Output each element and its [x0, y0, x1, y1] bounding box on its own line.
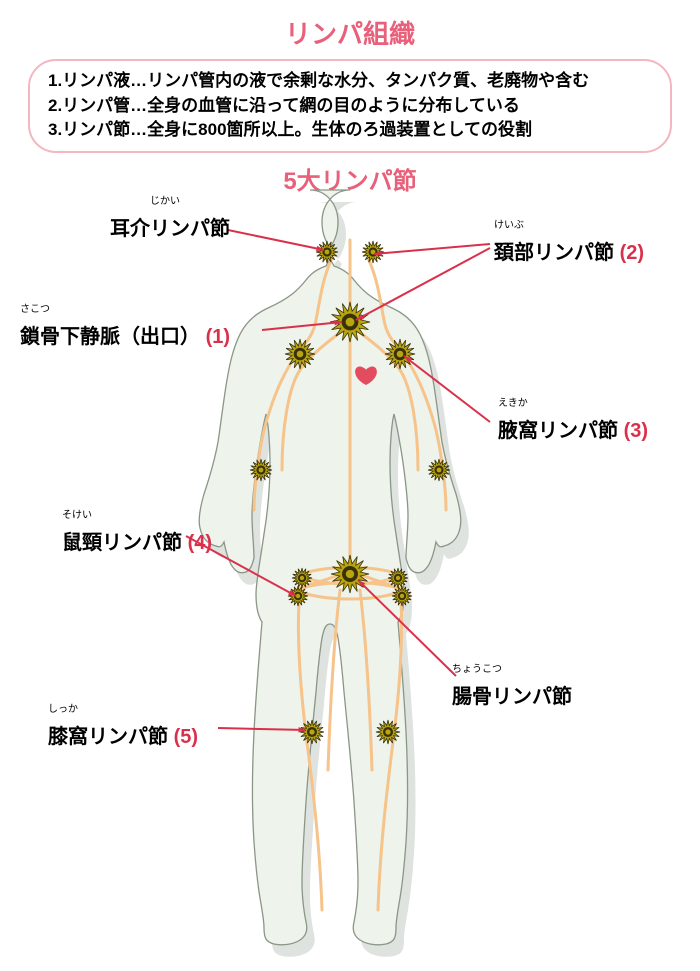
ear-label: 耳介リンパ節	[110, 212, 230, 241]
info-box: 1.リンパ液…リンパ管内の液で余剰な水分、タンパク質、老廃物や含む 2.リンパ管…	[28, 59, 672, 153]
anatomy-svg	[0, 170, 700, 966]
subclav-ruby: さこつ	[20, 300, 50, 315]
knee-label: 膝窩リンパ節 (5)	[48, 720, 198, 749]
axilla-label: 腋窩リンパ節 (3)	[498, 414, 648, 443]
axilla-ruby: えきか	[498, 394, 528, 409]
subclav-label: 鎖骨下静脈（出口） (1)	[20, 320, 230, 349]
inguinal-ruby: そけい	[62, 506, 92, 521]
info-line-2: 2.リンパ管…全身の血管に沿って網の目のように分布している	[48, 94, 652, 119]
inguinal-label: 鼠頸リンパ節 (4)	[62, 526, 212, 555]
info-line-1: 1.リンパ液…リンパ管内の液で余剰な水分、タンパク質、老廃物や含む	[48, 69, 652, 94]
diagram-canvas: じかい 耳介リンパ節 けいぶ 頚部リンパ節 (2) さこつ 鎖骨下静脈（出口） …	[0, 170, 700, 966]
neck-ruby: けいぶ	[494, 216, 524, 231]
knee-ruby: しっか	[48, 700, 78, 715]
neck-label: 頚部リンパ節 (2)	[494, 236, 644, 265]
iliac-ruby: ちょうこつ	[452, 660, 502, 675]
page-title: リンパ組織	[0, 0, 700, 51]
info-line-3: 3.リンパ節…全身に800箇所以上。生体のろ過装置としての役割	[48, 118, 652, 143]
iliac-label: 腸骨リンパ節	[452, 680, 572, 709]
ear-ruby: じかい	[150, 192, 180, 207]
